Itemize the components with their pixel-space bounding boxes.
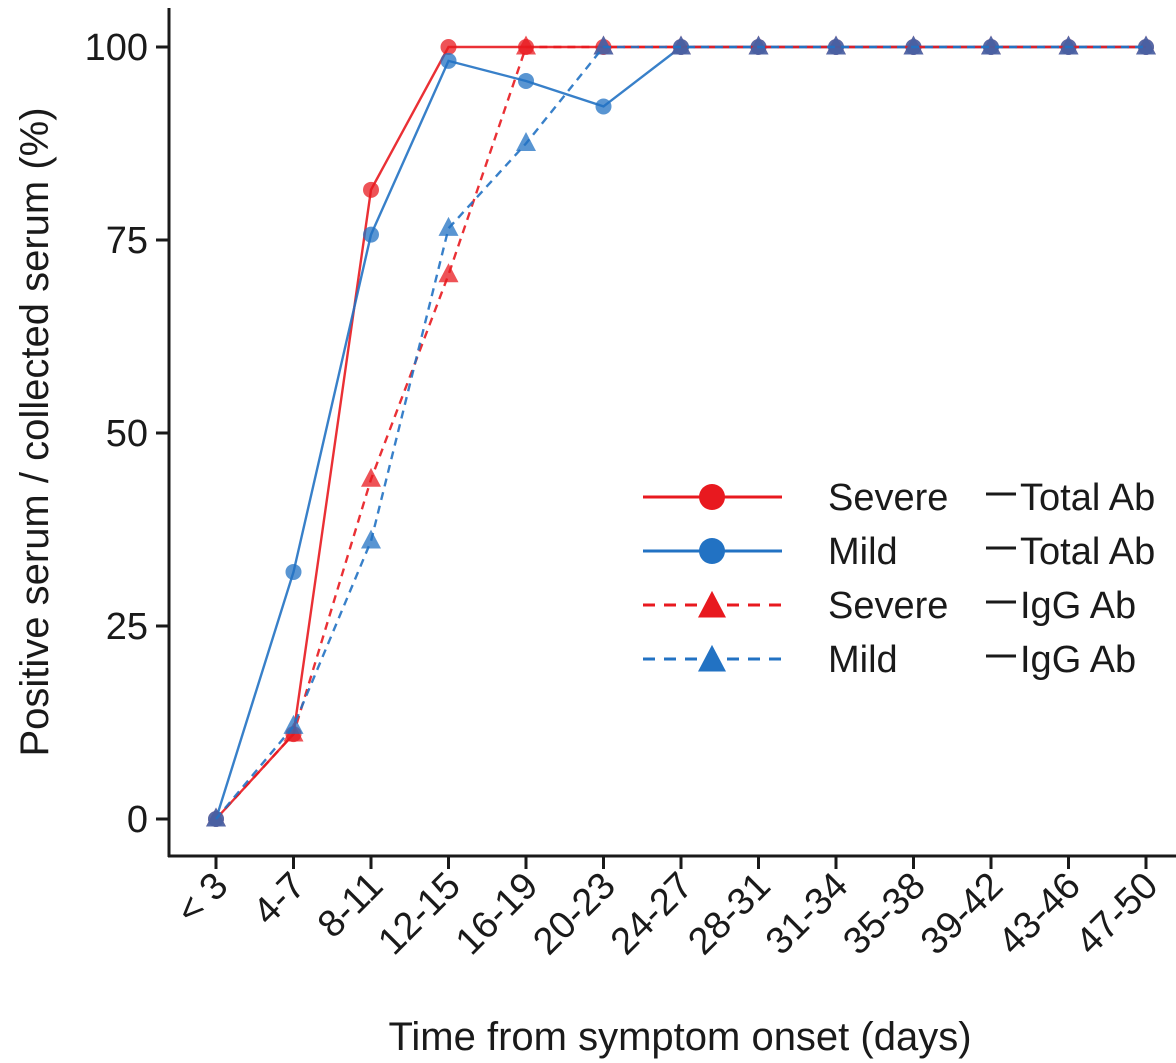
legend-item-severe-igg-ab: Severe IgG Ab (643, 585, 1136, 627)
legend-marker (698, 644, 726, 672)
data-point (671, 35, 691, 55)
data-point (593, 35, 614, 55)
legend-label: Mild (828, 531, 898, 573)
x-tick-label: 39-42 (913, 865, 1011, 963)
data-point (748, 35, 769, 55)
data-point (438, 216, 459, 236)
data-point (440, 39, 457, 55)
series-mild-igg-ab (206, 35, 1156, 827)
data-point (826, 35, 846, 55)
data-point (595, 98, 612, 115)
series-mild-total-ab (208, 39, 1154, 827)
data-point (903, 35, 924, 55)
x-tick-label: 43-46 (990, 865, 1088, 963)
y-tick-label: 75 (106, 220, 148, 262)
series-line-mild-igg-ab (215, 45, 1146, 820)
x-axis-title: Time from symptom onset (days) (388, 1015, 971, 1059)
legend-antibody: Total Ab (1020, 477, 1155, 519)
y-tick-label: 25 (106, 606, 148, 648)
data-point (516, 132, 536, 151)
legend-antibody: IgG Ab (1020, 585, 1136, 627)
data-point (283, 714, 304, 734)
y-ticks: 0 25 50 75 100 (85, 27, 169, 841)
axes (167, 8, 1176, 858)
data-point (363, 226, 379, 243)
x-tick-label: 35-38 (835, 865, 933, 963)
data-point (518, 72, 534, 89)
data-point (981, 35, 1001, 55)
x-tick-label: 16-19 (448, 865, 546, 963)
y-tick-label: 50 (106, 413, 148, 455)
series-line-severe-igg-ab (215, 45, 1146, 820)
x-ticks: < 3 4-78-1112-1516-1920-2324-2728-3131-34… (169, 856, 1166, 963)
data-point (361, 529, 381, 549)
data-point (516, 35, 536, 55)
series-line-severe-total-ab (215, 45, 1146, 820)
y-axis-title: Positive serum / collected serum (%) (13, 107, 57, 756)
y-tick-label: 0 (127, 799, 148, 841)
data-point (1136, 35, 1156, 55)
series-layer (206, 35, 1156, 827)
legend-item-mild-total-ab: Mild Total Ab (643, 531, 1155, 573)
legend-antibody: IgG Ab (1020, 639, 1136, 681)
x-tick-label: 12-15 (370, 865, 468, 963)
x-tick-label: 20-23 (525, 865, 623, 963)
series-severe-igg-ab (206, 35, 1156, 827)
x-tick-label: 28-31 (680, 865, 778, 963)
legend-marker (698, 590, 726, 618)
x-tick-label: 47-50 (1068, 865, 1166, 963)
legend-item-severe-total-ab: Severe Total Ab (643, 477, 1155, 519)
legend-marker (699, 538, 725, 564)
legend-item-mild-igg-ab: Mild IgG Ab (643, 639, 1136, 681)
series-severe-total-ab (208, 39, 1154, 827)
data-point (285, 563, 302, 580)
x-tick-label: < 3 (169, 865, 237, 933)
legend-antibody: Total Ab (1020, 531, 1155, 573)
legend-label: Mild (828, 639, 898, 681)
data-point (363, 181, 379, 198)
data-point (206, 807, 226, 827)
data-point (440, 52, 457, 69)
data-point (361, 467, 381, 487)
x-tick-label: 24-27 (603, 865, 701, 963)
x-tick-label: 4-7 (245, 865, 314, 934)
x-tick-label: 31-34 (758, 865, 856, 963)
y-tick-label: 100 (85, 27, 148, 69)
legend-label: Severe (828, 477, 948, 519)
series-line-mild-total-ab (214, 45, 1146, 820)
legend-marker (699, 484, 725, 510)
data-point (1058, 35, 1079, 55)
data-point (438, 263, 459, 283)
legend-label: Severe (828, 585, 948, 627)
